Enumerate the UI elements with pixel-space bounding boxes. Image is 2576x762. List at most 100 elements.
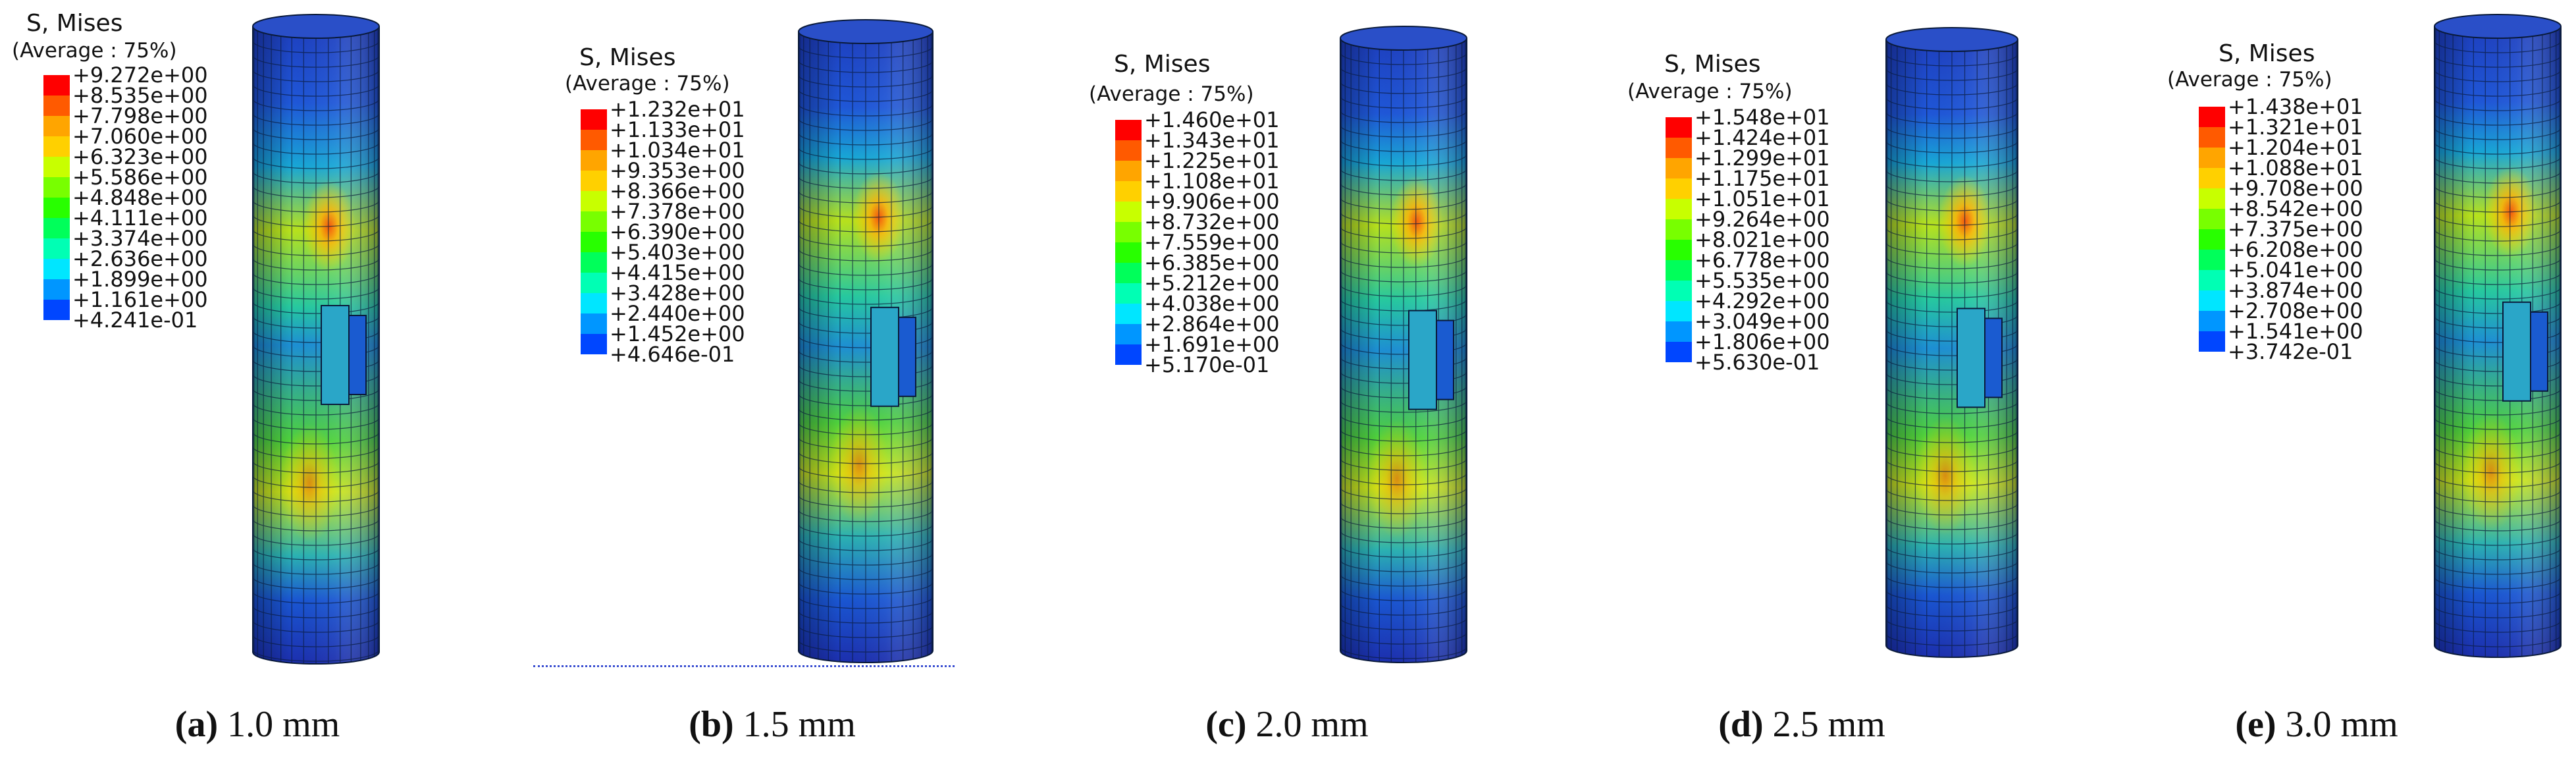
legend-subtitle: (Average : 75%) xyxy=(12,39,177,63)
legend-value: +7.559e+00 xyxy=(1144,230,1280,255)
panel-c: S, Mises (Average : 75%) +1.460e+01 +1.34… xyxy=(1030,0,1544,762)
legend-value: +1.548e+01 xyxy=(1695,105,1830,130)
caption-letter: b xyxy=(700,704,722,745)
legend-value: +9.906e+00 xyxy=(1144,189,1280,214)
legend-swatch xyxy=(581,150,607,171)
caption-value: 2.0 mm xyxy=(1255,704,1369,745)
legend-row: +6.323e+00 xyxy=(43,146,228,177)
legend-swatch xyxy=(581,130,607,150)
legend-row: +1.051e+01 xyxy=(1666,188,1850,219)
legend-row: +4.848e+00 xyxy=(43,187,228,218)
legend-swatch xyxy=(581,191,607,211)
caption: (e) 3.0 mm xyxy=(2235,704,2398,745)
legend-value: +6.385e+00 xyxy=(1144,250,1280,275)
legend-row: +9.272e+00 xyxy=(43,65,228,95)
legend-value: +1.424e+01 xyxy=(1695,125,1830,150)
legend-row: +3.742e-01 xyxy=(2199,341,2383,368)
legend-row: +8.542e+00 xyxy=(2199,198,2383,229)
legend-value: +1.175e+01 xyxy=(1695,166,1830,191)
legend-value: +3.742e-01 xyxy=(2228,339,2353,364)
caption-value: 2.5 mm xyxy=(1772,704,1885,745)
legend-value: +1.108e+01 xyxy=(1144,169,1280,194)
legend-swatch xyxy=(2199,250,2225,270)
legend-swatch xyxy=(43,75,70,95)
legend-swatch xyxy=(581,293,607,313)
legend-row: +6.778e+00 xyxy=(1666,250,1850,281)
legend-subtitle: (Average : 75%) xyxy=(565,72,730,95)
legend-swatch xyxy=(581,313,607,334)
caption: (d) 2.5 mm xyxy=(1718,704,1885,745)
legend-title: S, Mises xyxy=(1114,51,1211,78)
legend-swatch xyxy=(2199,148,2225,168)
legend-value: +7.798e+00 xyxy=(72,103,208,128)
caption: (c) 2.0 mm xyxy=(1205,704,1369,745)
legend-swatch xyxy=(1666,281,1692,301)
caption-letter: c xyxy=(1218,704,1234,745)
cylinder-contour xyxy=(1885,27,2018,658)
legend-swatch xyxy=(2199,229,2225,250)
legend-value: +1.899e+00 xyxy=(72,267,208,292)
legend-value: +4.415e+00 xyxy=(610,260,745,285)
legend-row: +2.636e+00 xyxy=(43,248,228,279)
legend-swatch xyxy=(1115,140,1142,161)
legend-value: +1.343e+01 xyxy=(1144,128,1280,153)
legend-row: +3.049e+00 xyxy=(1666,311,1850,342)
legend-value: +6.778e+00 xyxy=(1695,248,1830,273)
legend-value: +7.375e+00 xyxy=(2228,217,2363,242)
legend-swatch xyxy=(1666,158,1692,178)
legend-row: +7.060e+00 xyxy=(43,126,228,157)
legend-swatch xyxy=(1666,260,1692,281)
legend-value: +1.460e+01 xyxy=(1144,107,1280,132)
legend-value: +1.541e+00 xyxy=(2228,319,2363,344)
legend-swatch xyxy=(581,252,607,273)
legend-row: +1.548e+01 xyxy=(1666,107,1850,138)
legend-swatch xyxy=(1666,321,1692,342)
legend-value: +3.374e+00 xyxy=(72,226,208,251)
legend-swatch xyxy=(43,136,70,157)
legend-row: +3.874e+00 xyxy=(2199,280,2383,311)
legend-swatch xyxy=(2199,188,2225,209)
caption-value: 3.0 mm xyxy=(2285,704,2398,745)
legend-row: +5.535e+00 xyxy=(1666,270,1850,301)
legend-row: +7.375e+00 xyxy=(2199,219,2383,250)
legend-row: +4.415e+00 xyxy=(581,262,765,293)
legend-value: +5.403e+00 xyxy=(610,240,745,265)
legend-row: +1.088e+01 xyxy=(2199,157,2383,188)
legend-row: +4.111e+00 xyxy=(43,207,228,238)
legend-value: +1.452e+00 xyxy=(610,321,745,346)
legend-value: +7.060e+00 xyxy=(72,124,208,149)
legend-row: +1.899e+00 xyxy=(43,269,228,300)
cylinder-contour xyxy=(1340,26,1467,663)
legend-row: +6.390e+00 xyxy=(581,221,765,252)
legend-row: +3.374e+00 xyxy=(43,228,228,259)
legend-row: +5.403e+00 xyxy=(581,242,765,273)
dotted-baseline xyxy=(533,665,955,667)
legend-row: +1.691e+00 xyxy=(1115,334,1300,365)
legend-swatch xyxy=(581,273,607,293)
legend-subtitle: (Average : 75%) xyxy=(2167,68,2332,92)
legend-row: +1.034e+01 xyxy=(581,140,765,171)
cylinder-contour xyxy=(2434,14,2562,658)
legend-swatch xyxy=(1666,342,1692,362)
legend-value: +1.232e+01 xyxy=(610,97,745,122)
legend-row: +7.378e+00 xyxy=(581,201,765,232)
legend-swatch xyxy=(1666,178,1692,199)
legend-swatch xyxy=(581,171,607,191)
legend-row: +1.133e+01 xyxy=(581,119,765,150)
legend-row: +9.264e+00 xyxy=(1666,209,1850,240)
legend-row: +5.170e-01 xyxy=(1115,354,1300,381)
legend-value: +9.264e+00 xyxy=(1695,207,1830,232)
legend-value: +9.708e+00 xyxy=(2228,176,2363,201)
legend-value: +1.806e+00 xyxy=(1695,329,1830,354)
legend-swatch xyxy=(1666,301,1692,321)
legend-value: +5.586e+00 xyxy=(72,165,208,190)
legend-row: +9.708e+00 xyxy=(2199,178,2383,209)
legend-value: +7.378e+00 xyxy=(610,199,745,224)
legend-swatch xyxy=(1115,242,1142,263)
legend-swatch xyxy=(1666,117,1692,138)
caption-value: 1.5 mm xyxy=(743,704,856,745)
legend-row: +1.204e+01 xyxy=(2199,137,2383,168)
legend-value: +1.204e+01 xyxy=(2228,135,2363,160)
legend-row: +7.798e+00 xyxy=(43,105,228,136)
legend-value: +1.321e+01 xyxy=(2228,115,2363,140)
